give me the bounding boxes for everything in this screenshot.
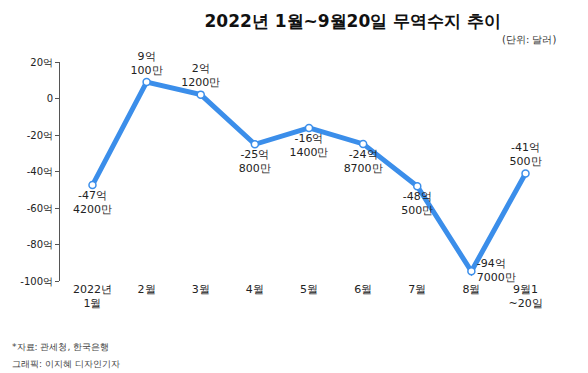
svg-text:-60억: -60억 — [27, 203, 53, 214]
svg-text:0: 0 — [47, 93, 53, 104]
svg-text:4월: 4월 — [246, 283, 264, 296]
svg-text:2월: 2월 — [138, 283, 156, 296]
svg-text:5월: 5월 — [300, 283, 318, 296]
svg-text:-100억: -100억 — [20, 276, 53, 287]
svg-text:-48억500만: -48억500만 — [401, 190, 433, 217]
svg-text:-20억: -20억 — [27, 130, 53, 141]
svg-text:2022년1월: 2022년1월 — [73, 283, 112, 310]
svg-text:7월: 7월 — [408, 283, 426, 296]
svg-text:그래픽: 이지혜 디자인기자: 그래픽: 이지혜 디자인기자 — [12, 359, 120, 369]
svg-text:-40억: -40억 — [27, 166, 53, 177]
svg-text:-47억4200만: -47억4200만 — [73, 189, 112, 216]
svg-text:(단위: 달러): (단위: 달러) — [502, 34, 556, 45]
svg-text:-25억800만: -25억800만 — [239, 148, 271, 175]
svg-text:20억: 20억 — [30, 57, 53, 68]
svg-text:9억100만: 9억100만 — [131, 50, 163, 77]
svg-text:-24억8700만: -24억8700만 — [344, 148, 383, 175]
svg-text:-41억500만: -41억500만 — [510, 141, 542, 168]
svg-text:-16억1400만: -16억1400만 — [290, 132, 329, 159]
svg-text:6월: 6월 — [354, 283, 372, 296]
svg-text:2억1200만: 2억1200만 — [181, 62, 220, 89]
svg-text:3월: 3월 — [192, 283, 210, 296]
svg-text:8월: 8월 — [462, 283, 480, 296]
svg-text:-80억: -80억 — [27, 239, 53, 250]
svg-text:-94억7000만: -94억7000만 — [477, 257, 516, 284]
svg-text:9월1~20일: 9월1~20일 — [508, 283, 542, 310]
svg-text:*자료: 관세청, 한국은행: *자료: 관세청, 한국은행 — [12, 342, 109, 352]
svg-text:2022년 1월~9월20일 무역수지 추이: 2022년 1월~9월20일 무역수지 추이 — [204, 11, 501, 31]
